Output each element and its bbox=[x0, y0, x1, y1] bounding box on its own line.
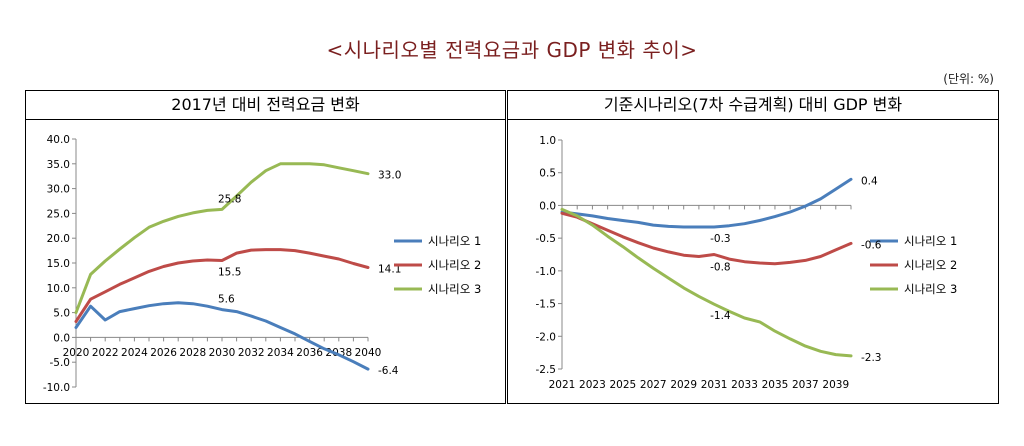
y-tick-label: 5.0 bbox=[53, 308, 70, 320]
y-tick-label: 1.0 bbox=[539, 135, 556, 147]
legend-label-scenario-3: 시나리오 3 bbox=[428, 282, 481, 296]
y-tick-label: 15.0 bbox=[47, 258, 70, 270]
y-tick-label: -0.5 bbox=[536, 233, 557, 245]
data-label: 15.5 bbox=[218, 267, 241, 279]
series-line-scenario-2 bbox=[560, 211, 853, 266]
y-tick-label: -2.0 bbox=[536, 331, 557, 343]
y-tick-label: -10.0 bbox=[43, 382, 70, 394]
chart-title: 기준시나리오(7차 수급계획) 대비 GDP 변화 bbox=[508, 91, 998, 120]
y-tick-label: 30.0 bbox=[47, 184, 70, 196]
x-tick-label: 2033 bbox=[731, 379, 758, 391]
x-tick-label: 2023 bbox=[579, 379, 606, 391]
legend-label-scenario-1: 시나리오 1 bbox=[904, 234, 957, 248]
data-label: -0.3 bbox=[710, 233, 731, 245]
legend-label-scenario-2: 시나리오 2 bbox=[904, 258, 957, 272]
y-tick-label: -1.0 bbox=[536, 266, 557, 278]
data-label: -2.3 bbox=[861, 352, 882, 364]
x-tick-label: 2021 bbox=[549, 379, 576, 391]
x-tick-label: 2027 bbox=[640, 379, 667, 391]
x-tick-label: 2029 bbox=[670, 379, 697, 391]
y-tick-label: -2.5 bbox=[536, 364, 557, 376]
y-tick-label: 40.0 bbox=[47, 134, 70, 146]
chart-title: 2017년 대비 전력요금 변화 bbox=[26, 91, 505, 120]
x-tick-label: 2038 bbox=[325, 347, 352, 359]
data-label: -1.4 bbox=[710, 310, 731, 322]
x-tick-label: 2035 bbox=[762, 379, 789, 391]
series-line-scenario-2 bbox=[74, 248, 370, 323]
x-tick-label: 2025 bbox=[609, 379, 636, 391]
series-line-scenario-3 bbox=[560, 207, 853, 358]
x-tick-label: 2031 bbox=[701, 379, 728, 391]
x-tick-label: 2039 bbox=[822, 379, 849, 391]
electricity-price-chart: -10.0 -5.0 0.0 5.0 10.0 15.0 20.0 25.0 30.0 35.0 4… bbox=[43, 134, 481, 394]
x-tick-label: 2032 bbox=[238, 347, 265, 359]
unit-label: (단위: %) bbox=[943, 72, 994, 86]
legend-label-scenario-1: 시나리오 1 bbox=[428, 234, 481, 248]
y-tick-label: 20.0 bbox=[47, 233, 70, 245]
page-title: <시나리오별 전력요금과 GDP 변화 추이> bbox=[326, 38, 698, 62]
x-tick-label: 2028 bbox=[179, 347, 206, 359]
data-label: 0.4 bbox=[861, 175, 878, 187]
data-label: 25.8 bbox=[218, 193, 241, 205]
x-tick-label: 2036 bbox=[296, 347, 323, 359]
y-tick-label: 35.0 bbox=[47, 159, 70, 171]
x-tick-label: 2020 bbox=[63, 347, 90, 359]
y-tick-label: 10.0 bbox=[47, 283, 70, 295]
x-tick-label: 2030 bbox=[209, 347, 236, 359]
x-tick-label: 2022 bbox=[92, 347, 119, 359]
electricity-price-chart-panel: 2017년 대비 전력요금 변화 -10.0 -5.0 0.0 5.0 10.0 15.0… bbox=[25, 90, 506, 404]
gdp-chart-panel: 기준시나리오(7차 수급계획) 대비 GDP 변화 -2.5 -2.0 -1.5 -1… bbox=[507, 90, 999, 404]
y-tick-label: 0.0 bbox=[539, 200, 556, 212]
data-label: -0.6 bbox=[861, 239, 882, 251]
x-tick-label: 2037 bbox=[792, 379, 819, 391]
y-tick-label: -1.5 bbox=[536, 299, 557, 311]
legend-label-scenario-3: 시나리오 3 bbox=[904, 282, 957, 296]
data-label: 5.6 bbox=[218, 294, 235, 306]
data-label: 33.0 bbox=[378, 170, 401, 182]
series-line-scenario-3 bbox=[74, 162, 370, 315]
series-line-scenario-1 bbox=[74, 301, 370, 371]
series-line-scenario-1 bbox=[560, 177, 853, 229]
data-label: -0.8 bbox=[710, 262, 731, 274]
y-tick-label: 0.0 bbox=[53, 332, 70, 344]
x-tick-label: 2026 bbox=[150, 347, 177, 359]
x-tick-label: 2040 bbox=[355, 347, 382, 359]
data-label: -6.4 bbox=[378, 365, 399, 377]
y-tick-label: -5.0 bbox=[50, 357, 71, 369]
legend-label-scenario-2: 시나리오 2 bbox=[428, 258, 481, 272]
x-tick-label: 2034 bbox=[267, 347, 294, 359]
y-tick-label: 25.0 bbox=[47, 208, 70, 220]
x-tick-label: 2024 bbox=[121, 347, 148, 359]
y-tick-label: 0.5 bbox=[539, 168, 556, 180]
